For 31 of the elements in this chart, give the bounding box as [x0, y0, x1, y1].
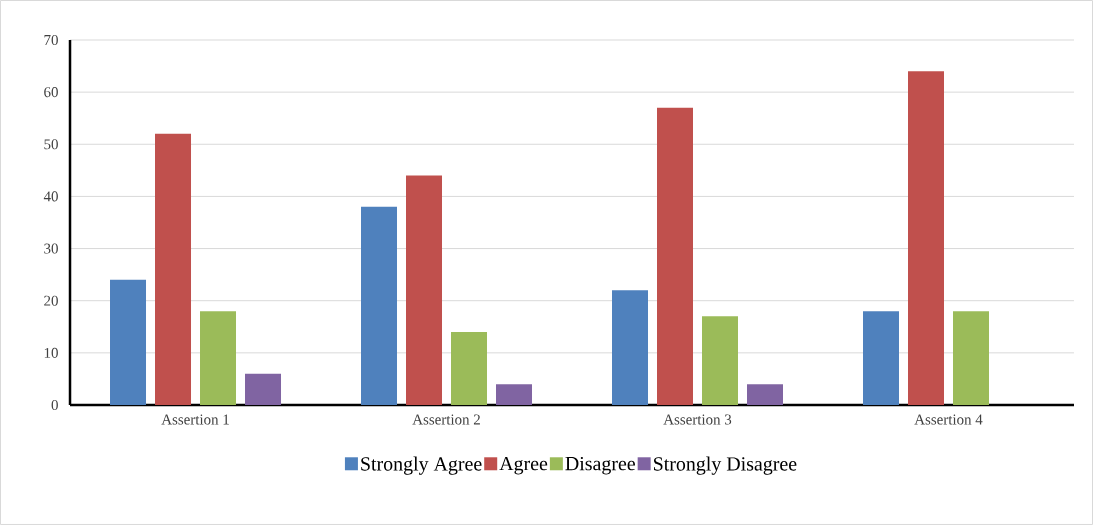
- bar: [496, 384, 533, 405]
- x-tick-label: Assertion 1: [161, 414, 229, 425]
- bar: [155, 133, 192, 405]
- legend-label: Strongly Agree: [361, 456, 482, 475]
- bar: [361, 206, 398, 405]
- bar: [747, 384, 783, 405]
- bar: [863, 311, 899, 405]
- y-tick-label: 10: [44, 347, 58, 358]
- x-tick-label: Assertion 3: [663, 414, 732, 425]
- bar: [200, 311, 237, 405]
- y-tick-label: 50: [44, 139, 58, 150]
- bar: [953, 311, 989, 405]
- legend-label: Disagree: [565, 456, 635, 475]
- bar: [702, 316, 738, 405]
- bar: [406, 175, 443, 405]
- x-tick-label: Assertion 2: [412, 414, 480, 425]
- bar: [245, 373, 282, 405]
- y-tick-label: 40: [43, 191, 58, 202]
- y-tick-label: 0: [51, 399, 58, 411]
- legend-label: Agree: [499, 456, 548, 475]
- y-tick-label: 60: [44, 87, 58, 98]
- legend-label: Strongly Disagree: [653, 456, 797, 475]
- y-tick-label: 70: [44, 34, 58, 46]
- bar: [110, 279, 147, 405]
- bar: [657, 107, 693, 405]
- x-tick-label: Assertion 4: [914, 414, 983, 425]
- y-tick-label: 20: [44, 295, 58, 306]
- bar: [451, 331, 488, 405]
- bar: [908, 71, 944, 405]
- bar: [612, 290, 648, 405]
- y-tick-label: 30: [44, 243, 58, 254]
